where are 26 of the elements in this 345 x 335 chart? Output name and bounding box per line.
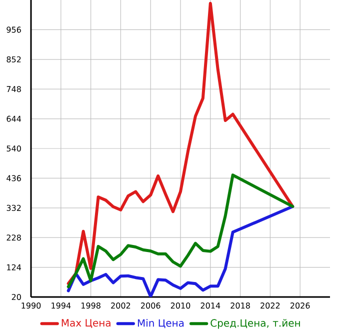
- x-tick-label: 1990: [22, 302, 41, 309]
- y-tick-label: 852: [6, 56, 21, 62]
- y-tick-label: 540: [6, 145, 21, 152]
- y-tick-label: 20: [12, 294, 21, 300]
- y-tick-label: 436: [6, 175, 21, 182]
- x-tick-label: 2026: [290, 302, 310, 309]
- x-tick-label: 2022: [260, 302, 280, 309]
- y-tick-label: 228: [6, 234, 21, 241]
- x-tick-label: 2006: [141, 302, 160, 309]
- y-tick-label: 748: [6, 86, 21, 92]
- x-tick-label: 2002: [111, 302, 130, 309]
- line-series: [66, 174, 294, 288]
- y-tick-label: 124: [7, 264, 22, 270]
- x-tick-label: 2018: [230, 302, 250, 309]
- legend-label: Max Цена: [62, 319, 110, 328]
- y-tick-label: 956: [6, 26, 21, 33]
- x-tick-label: 1998: [82, 302, 100, 309]
- legend-label: Сред.Цена, т.йен: [210, 319, 300, 329]
- x-tick-label: 2014: [200, 302, 220, 309]
- x-tick-label: 2010: [170, 302, 190, 309]
- line-series: [66, 204, 294, 298]
- y-tick-label: 644: [6, 116, 22, 122]
- y-tick-label: 332: [6, 204, 21, 211]
- x-tick-label: 1994: [52, 302, 71, 309]
- line-series: [66, 2, 294, 286]
- legend-label: Min Цена: [138, 319, 184, 328]
